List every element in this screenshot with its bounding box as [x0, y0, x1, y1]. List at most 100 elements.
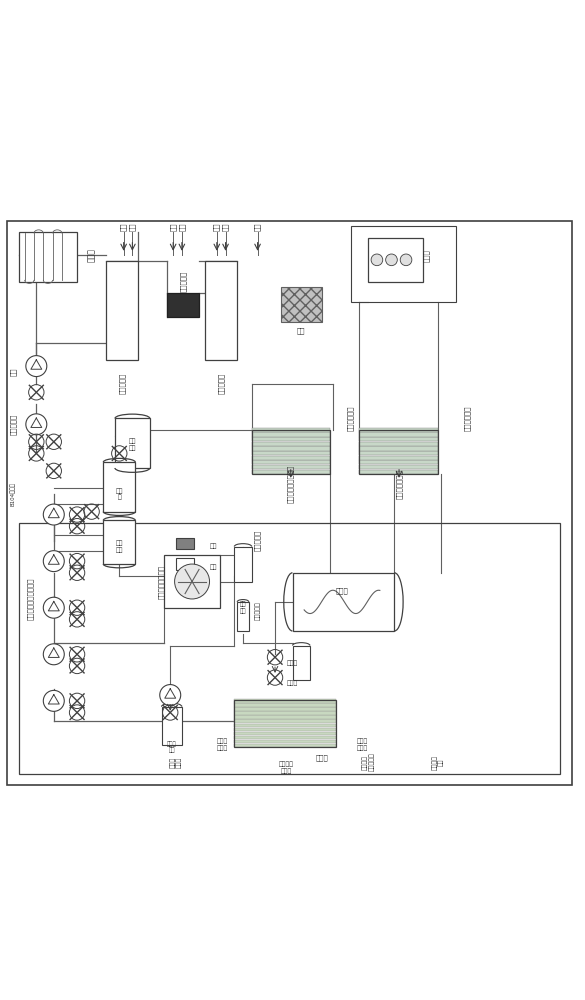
Text: 进水: 进水: [170, 222, 177, 231]
Bar: [176, 558, 194, 570]
Bar: [359, 430, 438, 474]
Bar: [234, 703, 336, 707]
Circle shape: [26, 356, 47, 377]
Bar: [359, 460, 438, 464]
Circle shape: [174, 564, 209, 599]
Text: 高温压缩机: 高温压缩机: [10, 414, 16, 435]
Bar: [252, 432, 331, 437]
Bar: [234, 711, 336, 715]
Text: 乙二醇出
液口: 乙二醇出 液口: [432, 754, 444, 770]
Bar: [234, 744, 336, 747]
Text: B104电磁阀: B104电磁阀: [10, 482, 16, 506]
Text: 闪发
罐: 闪发 罐: [116, 488, 123, 500]
Bar: [234, 724, 336, 727]
Text: 液一储液器: 液一储液器: [254, 530, 261, 551]
Text: 进水: 进水: [121, 222, 127, 231]
Text: 蒸发器: 蒸发器: [315, 755, 328, 761]
Bar: [115, 418, 150, 468]
Text: 阀门: 阀门: [210, 544, 218, 549]
Text: 出水: 出水: [222, 222, 229, 231]
Text: 液一储液器: 液一储液器: [255, 601, 260, 620]
Bar: [292, 573, 394, 631]
Text: 热水箱: 热水箱: [87, 249, 96, 262]
Bar: [252, 451, 331, 455]
Text: 贮液
中间: 贮液 中间: [129, 439, 136, 451]
Bar: [359, 442, 438, 446]
Bar: [234, 699, 336, 703]
Bar: [104, 520, 135, 564]
Text: 二氧化碳
蒸发器: 二氧化碳 蒸发器: [279, 762, 294, 774]
Text: 乙二醇出液口: 乙二醇出液口: [347, 406, 354, 431]
Text: 低温冷凝器: 低温冷凝器: [218, 373, 225, 394]
Text: 乙二醇
进液口: 乙二醇 进液口: [217, 738, 228, 751]
Bar: [161, 707, 182, 745]
Bar: [252, 430, 331, 474]
Bar: [167, 293, 199, 317]
Bar: [359, 428, 438, 432]
Text: 油分
离器: 油分 离器: [240, 602, 246, 614]
Text: 进水: 进水: [214, 222, 220, 231]
Text: 二氧化碳蒸发及冷凝: 二氧化碳蒸发及冷凝: [287, 465, 294, 503]
Circle shape: [43, 644, 64, 665]
Text: 螺杆机: 螺杆机: [423, 249, 430, 262]
Text: 二氧化碳冷凝器: 二氧化碳冷凝器: [395, 469, 402, 499]
Bar: [252, 437, 331, 441]
Bar: [359, 465, 438, 469]
Circle shape: [371, 254, 383, 266]
Bar: [252, 456, 331, 460]
Text: 出水: 出水: [178, 222, 185, 231]
Circle shape: [160, 685, 181, 706]
Circle shape: [386, 254, 397, 266]
Circle shape: [26, 414, 47, 435]
Bar: [234, 700, 336, 747]
Text: 膨胀阀: 膨胀阀: [287, 660, 298, 666]
Bar: [234, 736, 336, 739]
Text: 阀门: 阀门: [210, 564, 218, 570]
Circle shape: [400, 254, 412, 266]
Text: 乙二醇
进液口: 乙二醇 进液口: [170, 756, 182, 768]
Text: 乙二醇
出液口: 乙二醇 出液口: [357, 738, 368, 751]
Circle shape: [43, 551, 64, 572]
Text: 乙二醇进液口: 乙二醇进液口: [464, 406, 470, 431]
Text: 循环系统用冷凝器: 循环系统用冷凝器: [158, 565, 165, 599]
Bar: [234, 707, 336, 711]
Circle shape: [43, 690, 64, 711]
Bar: [234, 728, 336, 731]
Bar: [106, 261, 138, 360]
Text: 膨胀阀: 膨胀阀: [287, 681, 298, 686]
Bar: [359, 451, 438, 455]
Text: 进水: 进水: [254, 222, 261, 231]
Bar: [234, 547, 252, 582]
Bar: [104, 462, 135, 512]
Bar: [281, 287, 322, 322]
Text: 气液分
离器: 气液分 离器: [167, 741, 177, 753]
Bar: [19, 523, 560, 774]
Bar: [359, 470, 438, 474]
Bar: [19, 232, 77, 282]
Text: 高温冷凝器: 高温冷凝器: [119, 373, 126, 394]
Text: 中温换热器: 中温换热器: [180, 271, 187, 292]
Bar: [164, 555, 220, 608]
Bar: [234, 740, 336, 743]
Bar: [368, 238, 424, 282]
Bar: [359, 446, 438, 451]
Text: 储液器: 储液器: [336, 587, 348, 594]
Bar: [351, 226, 456, 302]
Bar: [252, 446, 331, 451]
Text: 中冷: 中冷: [297, 328, 305, 334]
Bar: [234, 719, 336, 723]
Bar: [252, 428, 331, 432]
Bar: [359, 432, 438, 437]
Bar: [205, 261, 237, 360]
Bar: [292, 646, 310, 680]
Bar: [252, 460, 331, 464]
Text: 温度不二氧化碳循环泵: 温度不二氧化碳循环泵: [27, 578, 34, 620]
Bar: [252, 465, 331, 469]
Text: 二氧化碳
蒸发器进口: 二氧化碳 蒸发器进口: [362, 753, 374, 771]
Text: 出水: 出水: [129, 222, 136, 231]
Bar: [234, 732, 336, 735]
Text: 水泵: 水泵: [10, 368, 16, 376]
Bar: [359, 456, 438, 460]
Bar: [252, 442, 331, 446]
Text: 安装
装置: 安装 装置: [116, 541, 123, 553]
